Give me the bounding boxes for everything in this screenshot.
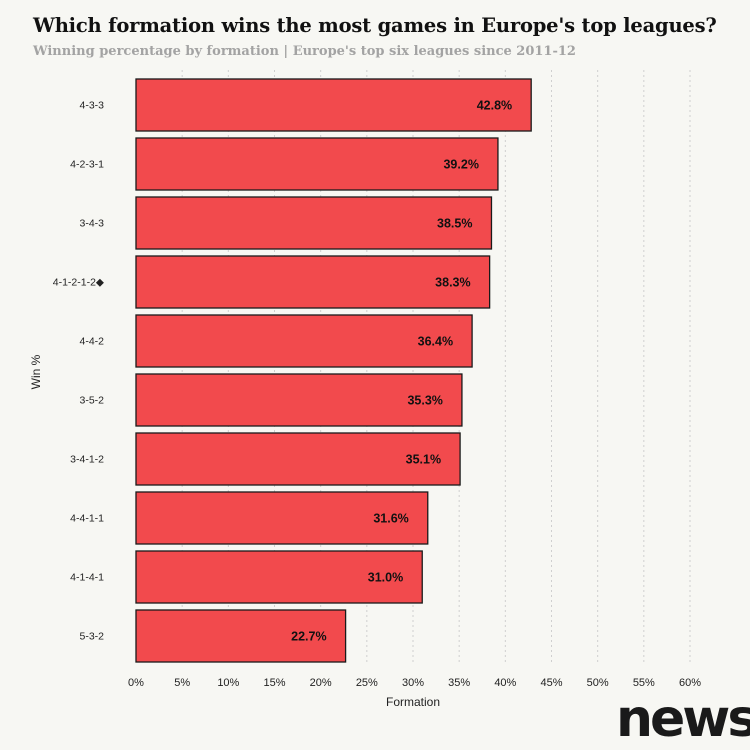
x-tick-label: 20%: [310, 677, 332, 689]
category-labels: 4-3-3 4-2-3-1 3-4-3 4-1-2-1-2◆ 4-4-2 3-5-2 3-4…: [53, 100, 105, 643]
bar: [135, 373, 463, 427]
chart-title: Which formation wins the most games in E…: [33, 14, 717, 37]
y-axis-label: Win %: [29, 354, 43, 389]
category-label: 3-5-2: [79, 395, 104, 407]
chart-subtitle: Winning percentage by formation | Europe…: [33, 44, 576, 59]
bar-value-label: 38.3%: [435, 276, 470, 290]
x-tick-label: 35%: [448, 677, 470, 689]
x-tick-label: 40%: [494, 677, 516, 689]
bar-value-label: 35.1%: [406, 453, 441, 467]
x-tick-label: 0%: [128, 677, 144, 689]
x-tick-labels: 0% 5% 10% 15% 20% 25% 30% 35% 40% 45% 50% 55% 60%: [128, 677, 701, 689]
bar: [135, 609, 347, 663]
x-tick-label: 55%: [633, 677, 655, 689]
category-label: 5-3-2: [79, 631, 104, 643]
category-label: 4-1-4-1: [70, 572, 104, 584]
data-labels: 42.8% 39.2% 38.5% 38.3% 36.4% 35.3% 35.1% 31.6%…: [291, 99, 512, 644]
bars: [135, 78, 532, 663]
x-axis-label: Formation: [386, 695, 440, 709]
category-label: 4-4-2: [79, 336, 104, 348]
news-logo: news: [616, 689, 750, 749]
bar: [135, 78, 532, 132]
x-tick-label: 15%: [263, 677, 285, 689]
bar-value-label: 36.4%: [418, 335, 453, 349]
bar: [135, 550, 423, 604]
bar: [135, 432, 461, 486]
category-label: 3-4-1-2: [70, 454, 104, 466]
bar-value-label: 38.5%: [437, 217, 472, 231]
bar: [135, 196, 493, 250]
bar-value-label: 31.6%: [373, 512, 408, 526]
x-tick-label: 30%: [402, 677, 424, 689]
category-label: 4-2-3-1: [70, 159, 104, 171]
x-tick-label: 50%: [587, 677, 609, 689]
bar: [135, 255, 491, 309]
bar-value-label: 35.3%: [407, 394, 442, 408]
x-tick-label: 10%: [217, 677, 239, 689]
bar-value-label: 31.0%: [368, 571, 403, 585]
bar: [135, 137, 499, 191]
category-label: 4-4-1-1: [70, 513, 104, 525]
bar-value-label: 22.7%: [291, 630, 326, 644]
category-label: 4-3-3: [79, 100, 104, 112]
category-label: 4-1-2-1-2◆: [53, 277, 105, 289]
bar: [135, 314, 473, 368]
bar-value-label: 42.8%: [477, 99, 512, 113]
bar: [135, 491, 429, 545]
x-tick-label: 5%: [174, 677, 190, 689]
category-label: 3-4-3: [79, 218, 104, 230]
x-tick-label: 45%: [540, 677, 562, 689]
x-tick-label: 60%: [679, 677, 701, 689]
x-tick-label: 25%: [356, 677, 378, 689]
bar-value-label: 39.2%: [443, 158, 478, 172]
